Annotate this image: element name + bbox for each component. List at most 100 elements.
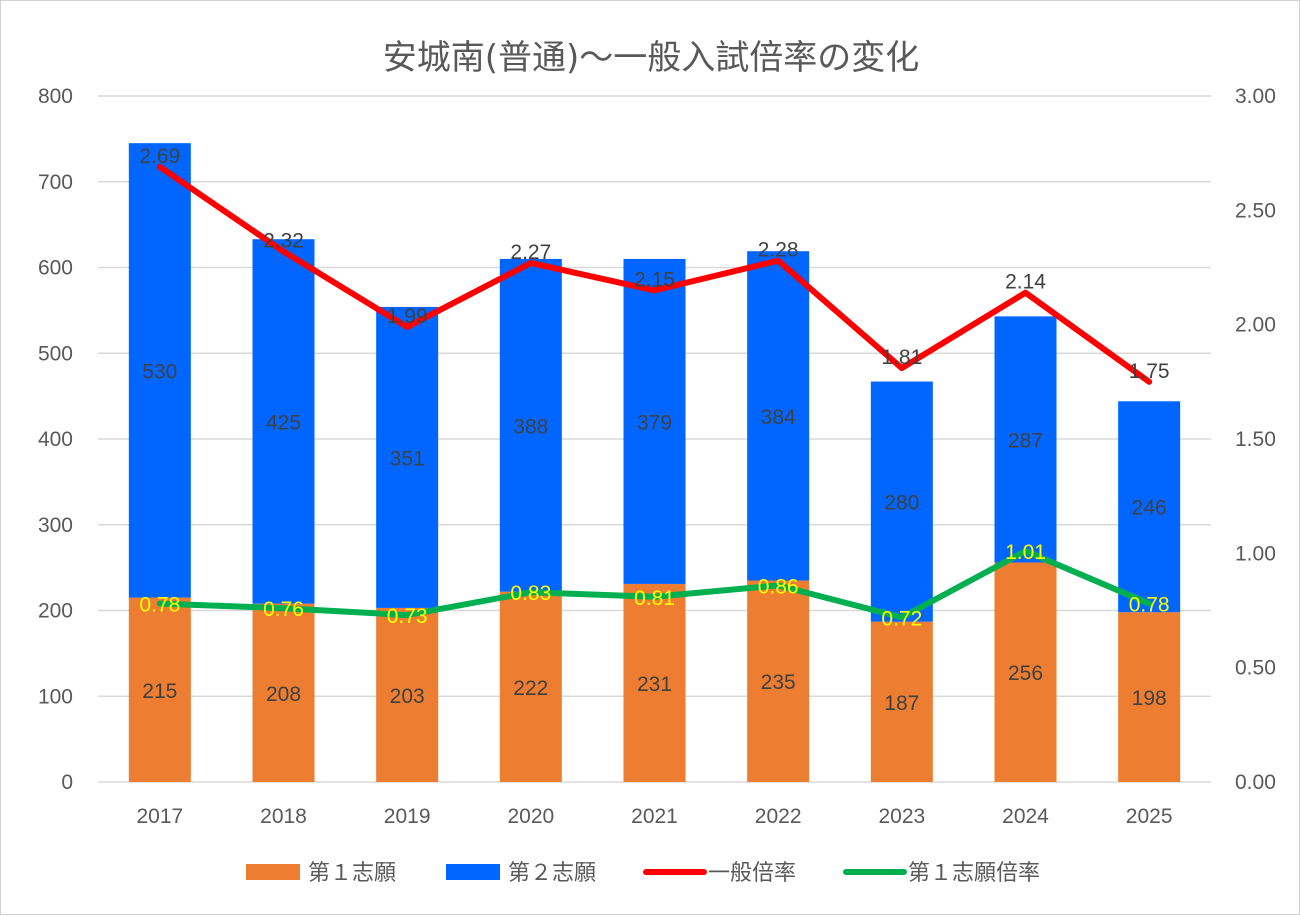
line-general-ratio bbox=[156, 163, 1153, 385]
bar-value-label: 208 bbox=[266, 683, 301, 706]
x-tick-label: 2025 bbox=[1126, 805, 1173, 828]
line-value-label: 0.73 bbox=[387, 605, 428, 628]
x-tick-label: 2023 bbox=[878, 805, 925, 828]
chart-title: 安城南(普通)～一般入試倍率の変化 bbox=[383, 38, 920, 78]
bar-value-label: 388 bbox=[513, 415, 548, 438]
bar-value-label: 231 bbox=[637, 673, 672, 696]
line-value-label: 2.15 bbox=[634, 268, 675, 291]
x-tick-label: 2019 bbox=[384, 805, 431, 828]
line-value-label: 1.75 bbox=[1129, 360, 1170, 383]
line-value-label: 0.83 bbox=[510, 582, 551, 605]
right-tick-label: 0.50 bbox=[1235, 657, 1276, 680]
line-first-choice-ratio bbox=[156, 548, 1153, 621]
right-tick-label: 1.00 bbox=[1235, 542, 1276, 565]
legend-general-ratio: 一般倍率 bbox=[643, 861, 796, 886]
left-tick-label: 200 bbox=[38, 600, 73, 623]
bar-second-choice bbox=[994, 316, 1057, 563]
bar-value-label: 235 bbox=[761, 671, 796, 694]
bar-value-label: 425 bbox=[266, 411, 301, 434]
bar-first-choice bbox=[376, 607, 439, 782]
right-tick-label: 2.00 bbox=[1235, 314, 1276, 337]
legend-first-choice-ratio: 第１志願倍率 bbox=[843, 861, 1040, 886]
bar-first-choice bbox=[128, 597, 191, 782]
line-value-label: 0.72 bbox=[881, 607, 922, 630]
line-value-label: 0.78 bbox=[139, 594, 180, 617]
legend-label: 第１志願倍率 bbox=[908, 861, 1040, 886]
line-value-label: 2.32 bbox=[263, 229, 304, 252]
line-value-label: 1.81 bbox=[881, 346, 922, 369]
bar-value-label: 187 bbox=[884, 692, 919, 715]
bar-second-choice bbox=[376, 306, 439, 608]
left-tick-label: 800 bbox=[38, 85, 73, 108]
left-tick-label: 0 bbox=[61, 771, 73, 794]
left-tick-label: 500 bbox=[38, 342, 73, 365]
legend-label: 第２志願 bbox=[508, 861, 596, 886]
right-tick-label: 1.50 bbox=[1235, 428, 1276, 451]
bar-value-label: 351 bbox=[390, 447, 425, 470]
left-tick-label: 400 bbox=[38, 428, 73, 451]
bar-first-choice bbox=[994, 562, 1057, 782]
x-tick-label: 2020 bbox=[507, 805, 554, 828]
line-value-label: 0.78 bbox=[1129, 594, 1170, 617]
bar-second-choice bbox=[252, 239, 315, 604]
legend: 第１志願 第２志願 一般倍率 第１志願倍率 bbox=[246, 861, 1040, 886]
legend-first-choice: 第１志願 bbox=[246, 861, 396, 886]
left-tick-label: 700 bbox=[38, 171, 73, 194]
bar-value-label: 379 bbox=[637, 411, 672, 434]
x-tick-label: 2017 bbox=[136, 805, 183, 828]
right-tick-label: 2.50 bbox=[1235, 199, 1276, 222]
line-value-label: 1.01 bbox=[1005, 541, 1046, 564]
bar-second-choice bbox=[1118, 401, 1181, 613]
bar-first-choice bbox=[499, 591, 562, 782]
bar-second-choice bbox=[128, 143, 191, 598]
bar-second-choice bbox=[870, 381, 933, 622]
bar-series bbox=[128, 143, 1181, 782]
x-axis: 2017 2018 2019 2020 2021 2022 2023 2024 2025 bbox=[136, 805, 1172, 828]
right-tick-label: 0.00 bbox=[1235, 771, 1276, 794]
bar-first-choice bbox=[747, 580, 810, 782]
legend-label: 第１志願 bbox=[308, 861, 396, 886]
bar-value-label: 256 bbox=[1008, 662, 1043, 685]
bar-value-label: 215 bbox=[142, 680, 177, 703]
line-value-label: 2.28 bbox=[758, 239, 799, 262]
legend-label: 一般倍率 bbox=[708, 861, 796, 886]
line-series bbox=[156, 163, 1153, 621]
bar-value-label: 280 bbox=[884, 492, 919, 515]
x-tick-label: 2022 bbox=[755, 805, 802, 828]
bar-first-choice bbox=[1118, 612, 1181, 782]
bar-second-choice bbox=[747, 251, 810, 581]
bar-value-label: 246 bbox=[1132, 497, 1167, 520]
data-labels: 215 530 208 425 203 351 222 388 231 379 235 384 187 2… bbox=[139, 145, 1169, 715]
x-tick-label: 2021 bbox=[631, 805, 678, 828]
left-y-axis: 0 100 200 300 400 500 600 700 800 bbox=[38, 85, 73, 794]
bar-value-label: 530 bbox=[142, 360, 177, 383]
bar-second-choice bbox=[499, 258, 562, 592]
bar-first-choice bbox=[252, 603, 315, 782]
left-tick-label: 600 bbox=[38, 257, 73, 280]
bar-value-label: 203 bbox=[390, 685, 425, 708]
line-value-label: 1.99 bbox=[387, 305, 428, 328]
bar-first-choice bbox=[623, 583, 686, 782]
legend-swatch bbox=[446, 864, 500, 880]
left-tick-label: 300 bbox=[38, 514, 73, 537]
line-value-label: 0.86 bbox=[758, 575, 799, 598]
left-tick-label: 100 bbox=[38, 685, 73, 708]
x-tick-label: 2018 bbox=[260, 805, 307, 828]
right-tick-label: 3.00 bbox=[1235, 85, 1276, 108]
line-value-label: 2.27 bbox=[510, 241, 551, 264]
bar-second-choice bbox=[623, 258, 686, 584]
right-y-axis: 0.00 0.50 1.00 1.50 2.00 2.50 3.00 bbox=[1235, 85, 1276, 794]
line-value-label: 2.14 bbox=[1005, 271, 1046, 294]
bar-first-choice bbox=[870, 621, 933, 782]
legend-second-choice: 第２志願 bbox=[446, 861, 596, 886]
line-value-label: 2.69 bbox=[139, 145, 180, 168]
bar-value-label: 198 bbox=[1132, 687, 1167, 710]
legend-swatch bbox=[246, 864, 300, 880]
x-tick-label: 2024 bbox=[1002, 805, 1049, 828]
line-value-label: 0.81 bbox=[634, 587, 675, 610]
bar-value-label: 384 bbox=[761, 406, 796, 429]
bar-value-label: 222 bbox=[513, 677, 548, 700]
bar-value-label: 287 bbox=[1008, 429, 1043, 452]
